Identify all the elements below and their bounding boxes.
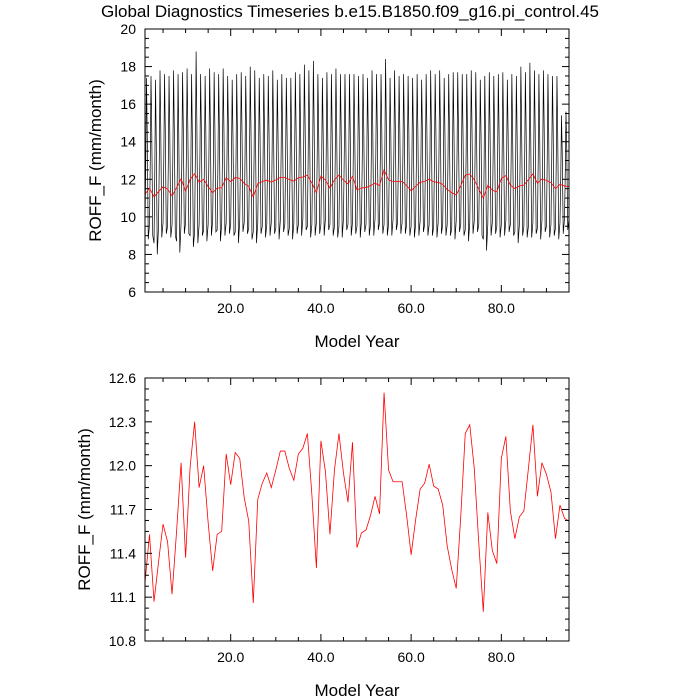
top-series-monthly-line	[144, 51, 570, 255]
top-ticks: 20.0 40.0 60.0 80.0 6 8 10 12 14 16 18 20	[120, 21, 570, 316]
top-ylabel: ROFF_F (mm/month)	[86, 79, 105, 241]
top-xlabel: Model Year	[314, 332, 399, 351]
top-ytick-label: 20	[120, 21, 136, 37]
top-ytick-label: 16	[120, 96, 136, 112]
top-ytick-label: 6	[128, 284, 136, 300]
top-ytick-label: 12	[120, 171, 136, 187]
top-xtick-label: 80.0	[488, 300, 515, 316]
bottom-xlabel: Model Year	[314, 681, 399, 700]
top-series-group	[144, 51, 570, 255]
chart-title: Global Diagnostics Timeseries b.e15.B185…	[101, 2, 599, 21]
bottom-series-annual-mean-line	[144, 392, 570, 612]
bottom-xtick-label: 20.0	[217, 649, 244, 665]
top-xtick-label: 40.0	[307, 300, 334, 316]
bottom-ylabel: ROFF_F (mm/month)	[75, 428, 94, 590]
bottom-ytick-label: 10.8	[109, 633, 136, 649]
bottom-ytick-label: 11.7	[110, 502, 136, 518]
top-ytick-label: 18	[120, 59, 136, 75]
bottom-xtick-label: 40.0	[307, 649, 334, 665]
bottom-ticks: 20.0 40.0 60.0 80.0 10.8 11.1 11.4 11.7 12.0 12.3…	[109, 370, 570, 665]
bottom-ytick-label: 11.4	[110, 545, 136, 561]
bottom-ytick-label: 11.1	[110, 589, 136, 605]
top-ytick-label: 14	[120, 134, 136, 150]
top-plot-frame	[144, 28, 570, 293]
top-series-annual-mean-line	[144, 168, 570, 200]
top-xtick-label: 60.0	[398, 300, 425, 316]
top-ytick-label: 10	[120, 209, 136, 225]
bottom-ytick-label: 12.6	[109, 370, 136, 386]
bottom-plot-frame	[144, 377, 570, 642]
bottom-ytick-label: 12.3	[109, 414, 136, 430]
bottom-panel: 20.0 40.0 60.0 80.0 10.8 11.1 11.4 11.7 12.0 12.3…	[75, 370, 570, 700]
top-xtick-label: 20.0	[217, 300, 244, 316]
bottom-xtick-label: 60.0	[398, 649, 425, 665]
top-panel: 20.0 40.0 60.0 80.0 6 8 10 12 14 16 18 20 Model Yea…	[86, 21, 570, 351]
bottom-xtick-label: 80.0	[488, 649, 515, 665]
top-ytick-label: 8	[128, 246, 136, 262]
bottom-series-group	[144, 392, 570, 612]
bottom-ytick-label: 12.0	[109, 458, 136, 474]
